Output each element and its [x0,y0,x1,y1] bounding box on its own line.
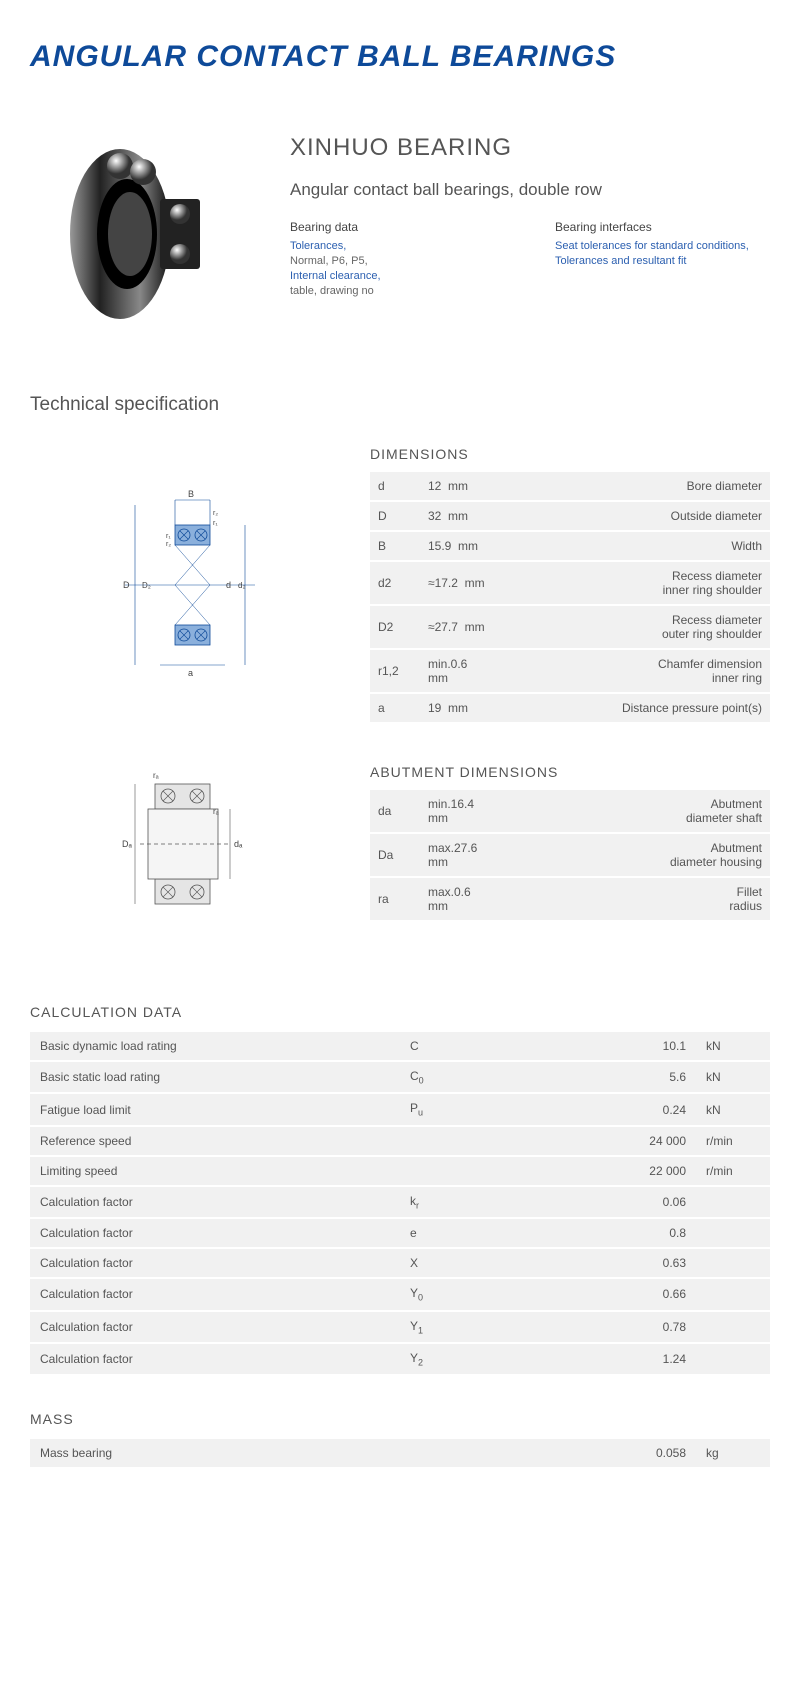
mass-title: MASS [30,1411,770,1427]
tech-spec-heading: Technical specification [30,394,770,416]
svg-text:rₐ: rₐ [153,771,160,780]
brand-name: XINHUO BEARING [290,134,770,162]
svg-text:r₁: r₁ [166,533,171,540]
svg-text:D: D [123,580,130,590]
table-row: damin.16.4mmAbutmentdiameter shaft [370,790,770,833]
dimensions-table: d12 mmBore diameterD32 mmOutside diamete… [370,472,770,724]
table-row: Damax.27.6mmAbutmentdiameter housing [370,833,770,877]
info-text: table, drawing no [290,285,505,297]
abutment-diagram: Dₐ dₐ rₐ rₐ [30,764,340,924]
abutment-table: damin.16.4mmAbutmentdiameter shaftDamax.… [370,790,770,922]
table-row: Basic dynamic load ratingC10.1kN [30,1032,770,1061]
table-row: D32 mmOutside diameter [370,501,770,531]
table-row: Calculation factorY10.78 [30,1311,770,1343]
dimensions-diagram: B r₂r₁ r₁r₂ DD₂ dd₂ a [30,446,340,724]
table-row: Calculation factorY21.24 [30,1343,770,1375]
info-text: Normal, P6, P5, [290,255,505,267]
svg-text:d: d [226,580,231,590]
product-image [30,134,250,334]
table-row: Limiting speed22 000r/min [30,1156,770,1186]
svg-text:D₂: D₂ [142,581,151,590]
table-row: D2≈27.7 mmRecess diameterouter ring shou… [370,605,770,649]
table-row: B15.9 mmWidth [370,531,770,561]
mass-table: Mass bearing0.058kg [30,1439,770,1469]
calculation-table: Basic dynamic load ratingC10.1kNBasic st… [30,1032,770,1376]
table-row: Calculation factorkr0.06 [30,1186,770,1218]
info-link[interactable]: Tolerances, [290,240,505,252]
bearing-interfaces-heading: Bearing interfaces [555,220,770,234]
svg-text:r₂: r₂ [166,541,171,548]
table-row: r1,2min.0.6mmChamfer dimensioninner ring [370,649,770,693]
svg-text:rₐ: rₐ [213,807,220,816]
svg-text:r₂: r₂ [213,510,218,517]
table-row: d2≈17.2 mmRecess diameterinner ring shou… [370,561,770,605]
table-row: ramax.0.6mmFilletradius [370,877,770,921]
table-row: Calculation factorX0.63 [30,1248,770,1278]
product-subtitle: Angular contact ball bearings, double ro… [290,180,770,200]
abutment-title: ABUTMENT DIMENSIONS [370,764,770,780]
svg-text:a: a [188,668,193,678]
svg-text:d₂: d₂ [238,581,246,590]
info-link[interactable]: Seat tolerances for standard conditions, [555,240,770,252]
table-row: d12 mmBore diameter [370,472,770,501]
svg-text:r₁: r₁ [213,520,218,527]
svg-text:B: B [188,490,194,499]
svg-text:Dₐ: Dₐ [122,839,132,849]
table-row: Basic static load ratingC05.6kN [30,1061,770,1093]
bearing-data-heading: Bearing data [290,220,505,234]
table-row: a19 mmDistance pressure point(s) [370,693,770,723]
table-row: Mass bearing0.058kg [30,1439,770,1468]
table-row: Calculation factore0.8 [30,1218,770,1248]
page-title: ANGULAR CONTACT BALL BEARINGS [30,40,770,74]
table-row: Fatigue load limitPu0.24kN [30,1093,770,1125]
svg-text:dₐ: dₐ [234,839,243,849]
calculation-title: CALCULATION DATA [30,1004,770,1020]
table-row: Reference speed24 000r/min [30,1126,770,1156]
dimensions-title: DIMENSIONS [370,446,770,462]
table-row: Calculation factorY00.66 [30,1278,770,1310]
info-link[interactable]: Internal clearance, [290,270,505,282]
info-link[interactable]: Tolerances and resultant fit [555,255,770,267]
